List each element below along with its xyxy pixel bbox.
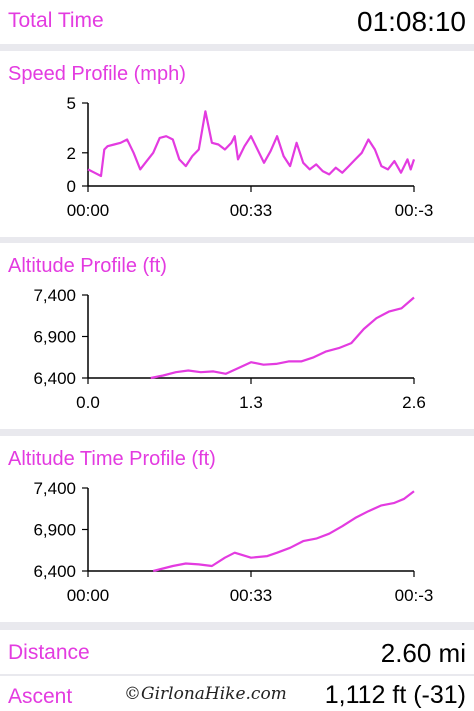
speed-profile-title: Speed Profile (mph) (8, 63, 186, 85)
x-tick-label: 00:33 (230, 201, 273, 220)
y-tick-label: 6,400 (33, 369, 76, 388)
altitude-time-profile-chart: 7,400 6,900 6,400 00:00 00:33 00:-3 (33, 479, 434, 605)
total-time-row: Total Time 01:08:10 (0, 0, 474, 44)
y-tick-label: 6,400 (33, 562, 76, 581)
altitude-profile-title: Altitude Profile (ft) (8, 255, 167, 277)
distance-value: 2.60 mi (380, 638, 466, 668)
total-time-value: 01:08:10 (357, 6, 466, 37)
x-tick-label: 2.6 (402, 393, 426, 412)
total-time-label: Total Time (8, 9, 104, 32)
y-tick-label: 5 (67, 94, 76, 113)
x-tick-label: 00:00 (67, 201, 110, 220)
altitude-profile-card[interactable]: Altitude Profile (ft) 7,400 6,900 6,400 0.0… (0, 243, 474, 429)
series-line (152, 490, 415, 573)
ascent-label: Ascent (8, 685, 73, 708)
watermark-text: ©GirlonaHike.com (124, 684, 287, 704)
distance-label: Distance (8, 641, 90, 664)
ascent-row: Ascent 1,112 ft (-31) (0, 676, 474, 711)
y-tick-label: 6,900 (33, 328, 76, 347)
y-tick-label: 0 (67, 177, 76, 196)
series-line (150, 296, 415, 380)
x-tick-label: 1.3 (239, 393, 263, 412)
y-tick-label: 7,400 (33, 479, 76, 498)
series-line (87, 110, 416, 178)
x-tick-label: 00:-3 (395, 201, 434, 220)
distance-row: Distance 2.60 mi (0, 630, 474, 674)
y-tick-label: 6,900 (33, 521, 76, 540)
y-tick-label: 2 (67, 144, 76, 163)
x-tick-label: 00:-3 (395, 586, 434, 605)
x-tick-label: 00:33 (230, 586, 273, 605)
altitude-time-profile-card[interactable]: Altitude Time Profile (ft) 7,400 6,900 6,4… (0, 436, 474, 622)
y-tick-label: 7,400 (33, 286, 76, 305)
altitude-time-profile-title: Altitude Time Profile (ft) (8, 448, 216, 470)
x-tick-label: 00:00 (67, 586, 110, 605)
speed-profile-chart: 5 2 0 00:00 00:33 00:-3 (67, 94, 434, 220)
x-tick-label: 0.0 (76, 393, 100, 412)
speed-profile-card[interactable]: Speed Profile (mph) 5 2 0 00:00 00:33 00:-3 (0, 51, 474, 237)
ascent-value: 1,112 ft (-31) (324, 681, 466, 709)
